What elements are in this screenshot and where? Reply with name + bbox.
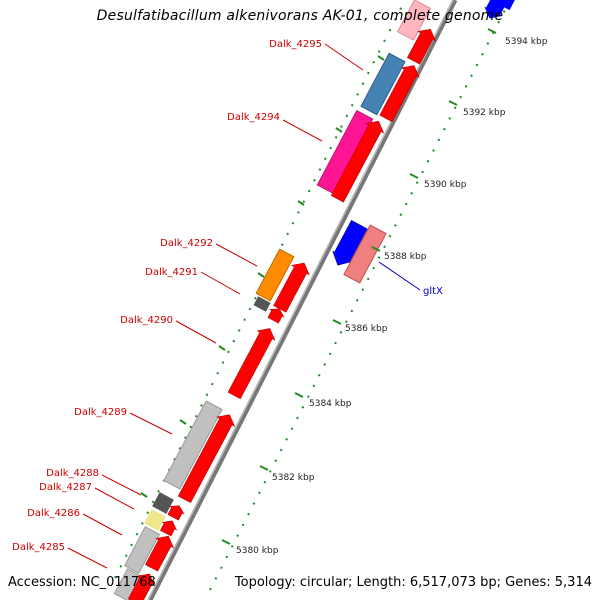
gene-arrow-4294 [330,120,385,203]
gene-arrow-4285 [127,573,156,600]
scale-label-5382: 5382 kbp [272,473,315,483]
scale-label-5380: 5380 kbp [236,546,279,556]
scale-ticks [221,28,497,545]
inner-tick-track [209,0,511,591]
gene-label-4287: Dalk_4287 [39,482,92,493]
gene-arrow-4287 [160,520,178,537]
callout-4295 [324,43,364,71]
gene-label-4285: Dalk_4285 [12,542,65,553]
accession-text: Accession: NC_011768 [8,575,156,590]
genome-summary-text: Topology: circular; Length: 6,517,073 bp… [234,575,592,590]
gene-top-block [396,0,432,41]
gene-arrow-4289 [177,414,236,504]
genome-title: Desulfatibacillum alkenivorans AK-01, co… [96,8,504,24]
scale-label-5384: 5384 kbp [309,399,352,409]
scale-label-5394: 5394 kbp [505,37,548,47]
scale-tick-5384 [294,392,304,398]
outer-tick-6 [179,419,187,425]
gene-label-4289: Dalk_4289 [74,407,127,418]
outer-tick-3 [297,200,305,206]
gene-4287-block [144,509,166,531]
callout-4290 [175,320,217,344]
callout-4289 [129,412,173,435]
scale-label-5392: 5392 kbp [463,108,506,118]
gene-label-4291: Dalk_4291 [145,267,198,278]
gene-label-4286: Dalk_4286 [27,508,80,519]
scale-tick-5392 [448,100,458,106]
gene-arrow-4288 [167,505,185,521]
gene-arrow-4292 [273,262,310,313]
gene-arrow-4291 [267,308,285,324]
gene-arrow-4296 [407,28,437,65]
scale-tick-5382 [259,465,269,471]
scale-tick-5388 [371,246,381,252]
callout-4285 [67,547,108,569]
callout-4294 [282,119,323,142]
outer-tick-2 [335,127,343,133]
gene-label-4294: Dalk_4294 [227,112,280,123]
gene-label-4295: Dalk_4295 [269,39,322,50]
scale-tick-5390 [409,173,419,179]
gene-label-4288: Dalk_4288 [46,468,99,479]
gene-arrow-4295 [379,65,420,123]
callout-4291 [200,271,241,295]
gene-4288-block [152,492,174,514]
scale-label-5388: 5388 kbp [384,252,427,262]
callout-4287 [94,487,135,510]
gene-4286-block [123,526,161,574]
outer-tick-5 [218,345,226,351]
gltX-block [343,224,387,284]
scale-label-5390: 5390 kbp [424,180,467,190]
outer-tick-1 [377,55,385,61]
callout-4288 [101,474,142,496]
scale-tick-5386 [332,319,342,325]
top-reverse-arrow [484,0,510,19]
outer-tick-7 [140,492,148,498]
gene-4295-block [360,52,406,116]
scale-label-5386: 5386 kbp [345,324,388,334]
scale-tick-5394 [487,28,497,34]
outer-tick-4 [257,272,265,278]
callout-gltX [378,261,421,291]
gene-arrow-4286 [145,535,175,572]
gene-arrow-4290 [227,328,276,400]
gene-4289-block [163,400,223,490]
gene-4292-block [255,248,295,302]
callout-4292 [215,243,258,267]
top-right-block [497,0,519,11]
backbone [147,0,458,600]
gene-label-4290: Dalk_4290 [120,315,173,326]
gene-label-4292: Dalk_4292 [160,238,213,249]
scale-tick-5380 [221,539,231,545]
callout-4286 [82,513,123,536]
gltX-reverse-arrow [332,220,368,266]
gene-4291-block [253,296,271,312]
gene-label-gltX: gltX [423,286,443,297]
